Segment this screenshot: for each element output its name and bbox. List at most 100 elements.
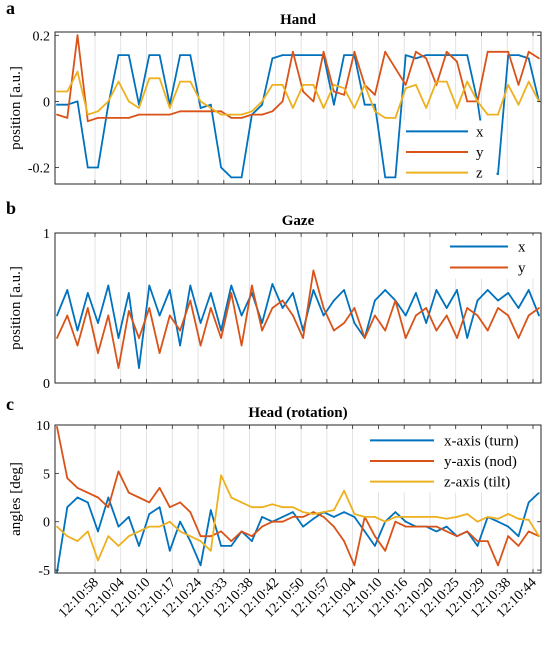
data-point xyxy=(220,530,223,533)
data-point xyxy=(261,113,263,116)
data-point xyxy=(292,314,294,317)
series-line-c-2 xyxy=(56,474,540,562)
data-point xyxy=(56,337,58,339)
data-point xyxy=(117,545,120,547)
data-point xyxy=(230,117,233,119)
data-point xyxy=(302,511,304,513)
data-point xyxy=(251,113,253,116)
data-point xyxy=(456,107,458,109)
data-point xyxy=(322,516,325,518)
data-point xyxy=(127,292,130,294)
data-point xyxy=(435,80,438,83)
data-point xyxy=(374,110,376,113)
data-point xyxy=(466,80,469,83)
data-point xyxy=(517,545,520,547)
data-point xyxy=(148,77,151,80)
data-point xyxy=(353,513,356,515)
data-point xyxy=(86,530,89,533)
data-point xyxy=(261,103,263,106)
data-point xyxy=(56,571,58,573)
data-point xyxy=(507,314,510,317)
data-point xyxy=(199,107,202,109)
data-point xyxy=(456,516,458,518)
data-point xyxy=(456,60,458,63)
data-point xyxy=(86,491,89,494)
data-point xyxy=(445,525,448,528)
data-point xyxy=(302,84,304,86)
data-point xyxy=(189,535,192,538)
data-point xyxy=(251,535,253,538)
data-point xyxy=(168,314,171,317)
data-point xyxy=(209,535,212,538)
data-point xyxy=(466,530,469,533)
data-point xyxy=(466,337,469,339)
data-point xyxy=(456,289,458,291)
data-point xyxy=(86,292,89,294)
data-point xyxy=(394,176,397,179)
y-tick-label: 5 xyxy=(43,467,50,482)
data-point xyxy=(425,307,428,309)
data-point xyxy=(230,292,233,294)
data-point xyxy=(435,289,438,291)
data-point xyxy=(66,90,69,93)
data-point xyxy=(394,516,397,518)
data-point xyxy=(158,506,161,509)
data-point xyxy=(292,506,294,509)
data-point xyxy=(138,545,140,547)
data-point xyxy=(158,314,161,317)
data-point xyxy=(374,103,376,106)
y-tick-label: 0 xyxy=(43,95,50,110)
y-tick-label: 0.2 xyxy=(33,29,51,44)
data-point xyxy=(527,501,530,504)
data-point xyxy=(261,516,263,518)
data-point xyxy=(56,113,58,116)
data-point xyxy=(76,496,79,499)
data-point xyxy=(76,70,79,73)
data-point xyxy=(209,110,212,113)
data-point xyxy=(333,103,335,106)
data-point xyxy=(107,506,110,509)
data-point xyxy=(445,314,448,317)
data-point xyxy=(435,525,438,528)
data-point xyxy=(209,509,212,511)
data-point xyxy=(230,284,233,287)
data-point xyxy=(476,299,479,302)
data-point xyxy=(497,517,499,520)
data-point xyxy=(312,517,315,520)
data-point xyxy=(333,516,335,518)
data-point xyxy=(148,284,151,287)
data-point xyxy=(240,176,243,179)
data-point xyxy=(199,322,202,324)
data-point xyxy=(394,67,397,70)
data-point xyxy=(86,113,89,116)
data-point xyxy=(384,176,387,179)
data-point xyxy=(476,545,479,547)
y-tick-label: 1 xyxy=(43,227,50,242)
legend-label: y-axis (nod) xyxy=(444,454,517,470)
legend-label: z-axis (tilt) xyxy=(444,475,510,491)
data-point xyxy=(189,284,192,287)
y-tick-label: -0.2 xyxy=(28,161,50,176)
data-point xyxy=(384,117,387,119)
data-point xyxy=(261,329,263,332)
series-line-a-2 xyxy=(57,70,540,119)
data-point xyxy=(158,487,161,489)
data-point xyxy=(507,525,510,528)
series-line-a-0 xyxy=(57,54,540,179)
data-point xyxy=(322,307,325,309)
data-point xyxy=(312,289,315,291)
data-point xyxy=(86,501,89,504)
data-point xyxy=(404,314,407,317)
data-point xyxy=(271,520,274,523)
data-point xyxy=(189,299,192,302)
data-point xyxy=(425,525,428,528)
data-point xyxy=(333,299,335,302)
series-line-c-1 xyxy=(56,426,540,567)
data-point xyxy=(527,314,530,317)
panel-title: Gaze xyxy=(282,213,315,229)
data-point xyxy=(415,292,417,294)
data-point xyxy=(394,520,397,523)
data-point xyxy=(507,535,510,538)
data-point xyxy=(199,100,202,103)
data-point xyxy=(97,166,99,169)
